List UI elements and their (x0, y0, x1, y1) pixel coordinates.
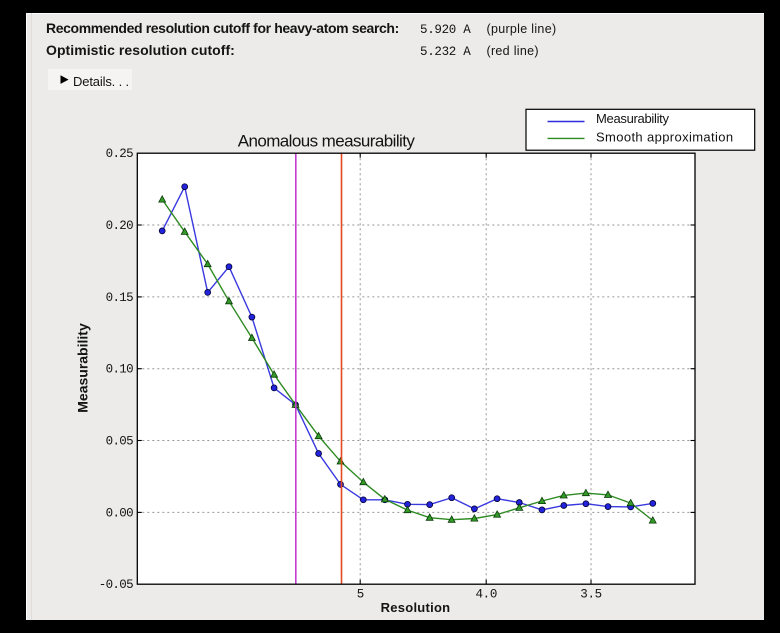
svg-text:(red line): (red line) (487, 44, 539, 58)
svg-text:Optimistic resolution cutoff:: Optimistic resolution cutoff: (46, 42, 235, 58)
svg-text:0.10: 0.10 (106, 363, 134, 377)
svg-text:5.232 A: 5.232 A (420, 45, 471, 59)
svg-text:Resolution: Resolution (381, 600, 451, 615)
svg-text:0.00: 0.00 (106, 506, 134, 520)
svg-text:0.15: 0.15 (106, 291, 134, 305)
svg-text:Recommended resolution cutoff: Recommended resolution cutoff for heavy-… (46, 20, 399, 36)
svg-text:3.5: 3.5 (580, 588, 602, 602)
svg-text:Measurability: Measurability (596, 111, 669, 126)
svg-text:0.05: 0.05 (106, 434, 134, 448)
svg-text:0.25: 0.25 (106, 147, 134, 161)
svg-text:4.0: 4.0 (475, 588, 497, 602)
svg-text:5: 5 (357, 588, 364, 602)
svg-text:Details. . .: Details. . . (73, 74, 129, 89)
svg-text:-0.05: -0.05 (99, 578, 133, 592)
svg-text:0.20: 0.20 (106, 219, 134, 233)
svg-text:5.920 A: 5.920 A (420, 23, 471, 37)
svg-text:Smooth approximation: Smooth approximation (596, 129, 733, 144)
svg-text:Measurability: Measurability (75, 323, 91, 413)
svg-text:Anomalous measurability: Anomalous measurability (238, 132, 416, 151)
svg-text:(purple line): (purple line) (487, 22, 557, 36)
